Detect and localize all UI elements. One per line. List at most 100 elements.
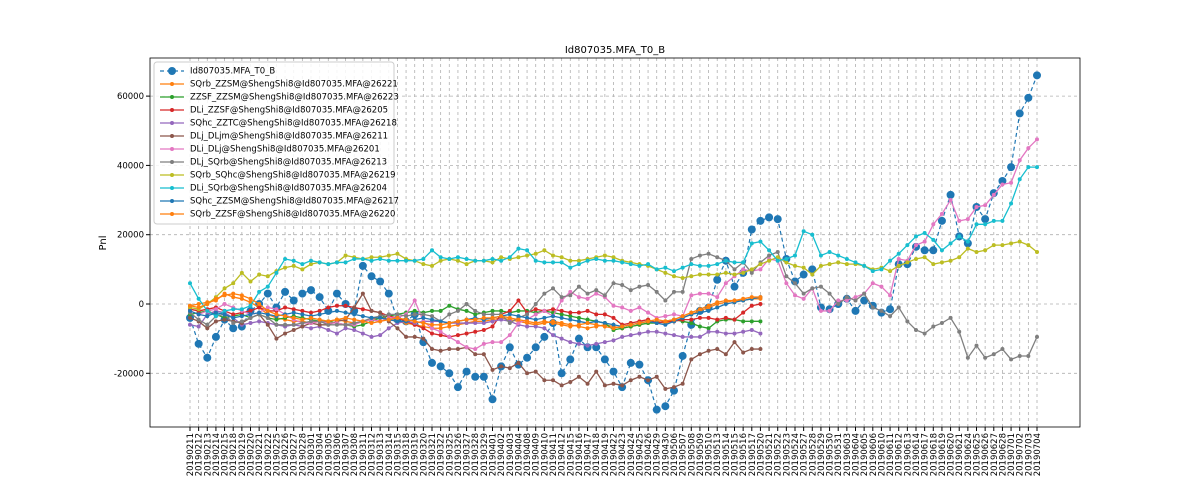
- data-point: [395, 312, 400, 317]
- data-point: [827, 291, 832, 296]
- data-point: [481, 341, 486, 346]
- data-point: [862, 291, 867, 296]
- legend-label: SQhc_ZZSM@ShengShi8@Id807035.MFA@26217: [190, 197, 399, 207]
- x-tick-label: 20190508: [687, 433, 697, 476]
- data-point: [661, 402, 670, 411]
- x-tick-label: 20190327: [463, 433, 473, 476]
- data-point: [481, 258, 486, 263]
- data-point: [516, 298, 521, 303]
- data-point: [654, 317, 659, 322]
- data-point: [888, 258, 893, 263]
- legend-marker: [170, 82, 174, 86]
- data-point: [663, 322, 668, 327]
- x-tick-label: 20190227: [290, 433, 300, 476]
- data-point: [922, 255, 927, 260]
- data-point: [1035, 165, 1039, 170]
- data-point: [965, 355, 970, 360]
- x-tick-label: 20190213: [203, 433, 213, 476]
- data-point: [211, 332, 220, 341]
- data-point: [646, 329, 651, 334]
- data-point: [471, 372, 480, 381]
- legend-marker: [170, 173, 174, 177]
- data-point: [533, 321, 538, 326]
- data-point: [672, 317, 676, 322]
- data-point: [654, 321, 659, 326]
- data-point: [799, 270, 808, 279]
- data-point: [983, 222, 988, 227]
- data-point: [697, 315, 702, 320]
- data-point: [939, 211, 944, 216]
- data-point: [222, 308, 227, 313]
- data-point: [594, 291, 599, 296]
- x-tick-label: 20190415: [566, 433, 576, 476]
- data-point: [533, 258, 538, 263]
- data-point: [309, 310, 313, 315]
- data-point: [205, 326, 210, 331]
- data-point: [464, 308, 469, 313]
- data-point: [490, 340, 495, 345]
- data-point: [309, 315, 313, 320]
- data-point: [568, 324, 573, 329]
- data-point: [559, 308, 564, 313]
- data-point: [637, 321, 642, 326]
- data-point: [767, 253, 772, 258]
- data-point: [576, 284, 581, 289]
- data-point: [920, 246, 929, 255]
- x-tick-label: 20190703: [1024, 433, 1034, 476]
- data-point: [559, 260, 564, 265]
- data-point: [948, 241, 953, 246]
- data-point: [896, 305, 901, 310]
- data-point: [914, 256, 918, 261]
- data-point: [654, 374, 659, 379]
- x-tick-label: 20190322: [437, 433, 447, 476]
- data-point: [404, 334, 409, 339]
- x-tick-label: 20190218: [229, 433, 239, 476]
- data-point: [334, 260, 339, 265]
- legend-label: SQrb_ZZSM@ShengShi8@Id807035.MFA@26221: [190, 80, 398, 90]
- x-tick-label: 20190524: [791, 433, 801, 476]
- data-point: [602, 253, 607, 258]
- data-point: [369, 315, 374, 320]
- data-point: [678, 351, 687, 360]
- data-point: [844, 298, 849, 303]
- data-point: [533, 312, 538, 317]
- data-point: [594, 322, 599, 327]
- data-point: [188, 308, 192, 313]
- data-point: [853, 260, 858, 265]
- data-point: [1009, 180, 1014, 185]
- data-point: [436, 362, 445, 371]
- data-point: [983, 248, 988, 253]
- data-point: [611, 258, 616, 263]
- data-point: [620, 282, 625, 287]
- data-point: [421, 312, 426, 317]
- data-point: [585, 291, 590, 296]
- x-tick-label: 20190314: [385, 433, 395, 476]
- data-point: [326, 319, 331, 324]
- data-point: [248, 279, 253, 284]
- data-point: [602, 321, 607, 326]
- data-point: [680, 314, 685, 319]
- data-point: [808, 265, 817, 274]
- data-point: [646, 378, 651, 383]
- data-point: [334, 308, 339, 313]
- data-point: [412, 308, 417, 313]
- x-tick-label: 20190214: [212, 433, 222, 476]
- x-tick-label: 20190326: [454, 433, 464, 476]
- data-point: [352, 305, 357, 310]
- data-point: [689, 256, 694, 261]
- data-point: [516, 308, 521, 313]
- data-point: [602, 383, 607, 388]
- data-point: [946, 190, 955, 199]
- x-tick-label: 20190426: [644, 433, 654, 476]
- data-point: [291, 322, 296, 327]
- data-point: [289, 296, 298, 305]
- data-point: [974, 204, 979, 209]
- data-point: [732, 272, 737, 277]
- x-tick-label: 20190412: [558, 433, 568, 476]
- data-point: [188, 322, 192, 327]
- x-tick-label: 20190515: [731, 433, 741, 476]
- data-point: [810, 286, 815, 291]
- data-point: [965, 217, 970, 222]
- data-point: [732, 340, 737, 345]
- data-point: [551, 314, 555, 319]
